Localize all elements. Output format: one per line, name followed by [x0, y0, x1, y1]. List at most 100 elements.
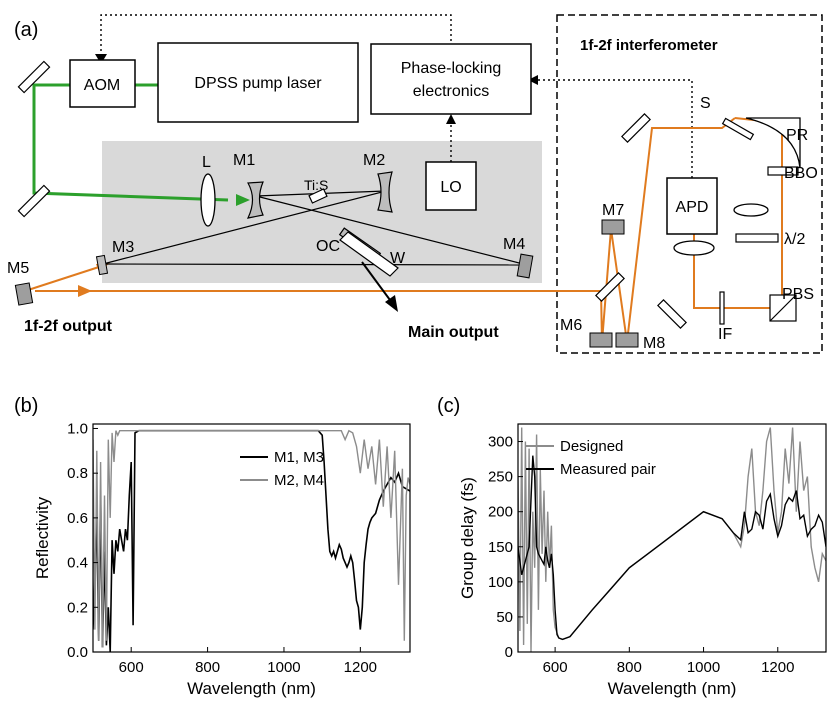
mirror-m2 — [377, 171, 393, 213]
lo-label: LO — [440, 179, 461, 196]
main-output-line — [361, 261, 391, 301]
panel-a-label: (a) — [14, 19, 38, 41]
pump-laser-label: DPSS pump laser — [194, 75, 322, 92]
y-tick-label: 150 — [488, 539, 513, 556]
x-tick-label: 1200 — [761, 659, 794, 676]
phase-lock-label-2: electronics — [413, 83, 489, 100]
aom-control-line — [100, 14, 452, 61]
y-tick-label: 0.0 — [67, 644, 88, 661]
tis-crystal — [308, 188, 328, 204]
label-m8: M8 — [643, 335, 665, 352]
legend-label: M1, M3 — [274, 449, 324, 466]
apd-label: APD — [676, 199, 709, 216]
mirror-m4 — [516, 253, 534, 279]
label-m2: M2 — [363, 152, 385, 169]
legend-label: Designed — [560, 438, 623, 455]
aom-label: AOM — [84, 77, 120, 94]
steering-mirror-1 — [17, 60, 51, 94]
pbs-diagonal — [769, 294, 797, 322]
y-axis-label: Group delay (fs) — [458, 477, 477, 599]
label-m3: M3 — [112, 239, 134, 256]
interferometer-title: 1f-2f interferometer — [580, 37, 718, 54]
chart-reflectivity: 600 800 1000 1200 0.0 0.2 0.4 0.6 0.8 1.0 Waveleng… — [33, 420, 411, 698]
label-if: IF — [718, 326, 732, 343]
half-wave-plate — [735, 233, 779, 243]
label-s: S — [700, 95, 711, 112]
label-m1: M1 — [233, 152, 255, 169]
steering-mirror-2 — [17, 184, 51, 218]
label-pr: PR — [786, 127, 808, 144]
series-line-2 — [518, 455, 826, 641]
apd-signal-line — [538, 79, 693, 178]
x-tick-label: 600 — [543, 659, 568, 676]
parabolic-reflector — [745, 117, 801, 169]
series-line-2 — [93, 429, 410, 648]
x-tick-label: 1200 — [344, 659, 377, 676]
apd-box — [666, 177, 718, 235]
aom-box — [69, 59, 136, 108]
pump-beam-arrow — [236, 194, 250, 206]
mirror-m6 — [589, 332, 613, 348]
phase-lock-label-1: Phase-locking — [401, 60, 502, 77]
label-m7: M7 — [602, 202, 624, 219]
label-m6: M6 — [560, 317, 582, 334]
chart-group-delay: 600 800 1000 1200 0 50 100 150 200 250 300 Waveleng… — [458, 423, 827, 698]
pump-laser-box — [157, 42, 359, 123]
mirror-m7 — [601, 219, 625, 235]
y-tick-label: 250 — [488, 469, 513, 486]
setup-diagram: (a) 1f-2f interferometer — [7, 14, 823, 354]
y-tick-label: 100 — [488, 574, 513, 591]
y-tick-label: 0 — [505, 644, 513, 661]
label-1f2f-output: 1f-2f output — [24, 318, 113, 335]
label-oc: OC — [316, 238, 340, 255]
lens-l — [200, 173, 216, 227]
main-output-arrow — [385, 295, 398, 312]
interferometer-mirror-top — [621, 113, 651, 143]
y-tick-label: 200 — [488, 504, 513, 521]
x-tick-label: 800 — [617, 659, 642, 676]
series-line-1 — [93, 429, 410, 652]
if-filter — [719, 291, 725, 325]
label-l: L — [202, 154, 211, 171]
bbo-crystal — [767, 166, 799, 176]
lens-interferometer-1 — [733, 203, 769, 217]
panel-c-label: (c) — [437, 395, 460, 417]
mirror-m8 — [615, 332, 639, 348]
y-axis-label: Reflectivity — [33, 496, 52, 579]
y-tick-label: 0.4 — [67, 555, 88, 572]
x-tick-label: 800 — [195, 659, 220, 676]
x-axis-label: Wavelength (nm) — [187, 679, 316, 698]
y-tick-label: 300 — [488, 434, 513, 451]
interferometer-box — [556, 14, 823, 354]
orange-beam-m3-m5 — [24, 265, 103, 292]
s-plate — [721, 117, 755, 141]
y-tick-label: 50 — [496, 609, 513, 626]
apd-signal-arrow — [528, 75, 538, 85]
aom-control-arrow — [95, 54, 107, 64]
y-tick-label: 1.0 — [67, 420, 88, 437]
legend-label: M2, M4 — [274, 472, 324, 489]
y-tick-label: 0.2 — [67, 599, 88, 616]
plot-frame — [517, 423, 827, 653]
label-half-wave: λ/2 — [784, 231, 805, 248]
x-axis-label: Wavelength (nm) — [608, 679, 737, 698]
y-tick-label: 0.8 — [67, 465, 88, 482]
x-tick-label: 600 — [119, 659, 144, 676]
label-main-output: Main output — [408, 324, 499, 341]
x-tick-label: 1000 — [687, 659, 720, 676]
wedge — [339, 231, 399, 277]
label-bbo: BBO — [784, 165, 818, 182]
lo-box — [425, 161, 477, 211]
y-tick-label: 0.6 — [67, 510, 88, 527]
lo-arrow — [446, 114, 456, 124]
label-pbs: PBS — [782, 286, 814, 303]
label-w: W — [390, 250, 406, 267]
pump-beam-2 — [32, 83, 229, 202]
mirror-m1 — [246, 181, 264, 219]
interferometer-mirror-m6-steer — [595, 272, 625, 302]
x-tick-label: 1000 — [267, 659, 300, 676]
mirror-m3 — [95, 254, 109, 276]
plot-frame — [92, 423, 411, 653]
label-tis: Ti:S — [304, 177, 328, 193]
